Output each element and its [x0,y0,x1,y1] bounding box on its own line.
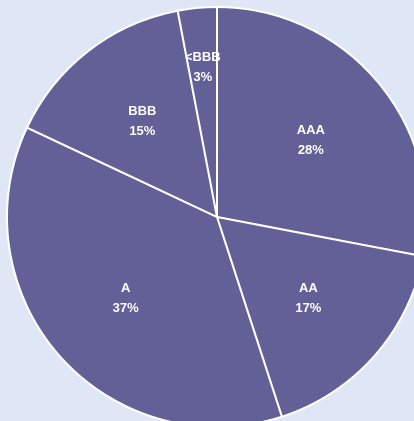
pie-slice [25,9,219,219]
slice-label: <BBB [185,49,221,64]
pie-slice [6,126,284,421]
slice-label: AA [299,280,318,295]
slice-value-label: 3% [193,69,212,84]
pie-slice [216,5,414,256]
slice-label: AAA [297,122,326,137]
slice-value-label: 37% [113,300,139,315]
slice-label: A [121,280,131,295]
pie-slice [176,5,218,218]
slice-label: BBB [128,103,156,118]
slice-value-label: 28% [298,142,324,157]
slice-value-label: 17% [295,300,321,315]
slice-value-label: 15% [129,123,155,138]
